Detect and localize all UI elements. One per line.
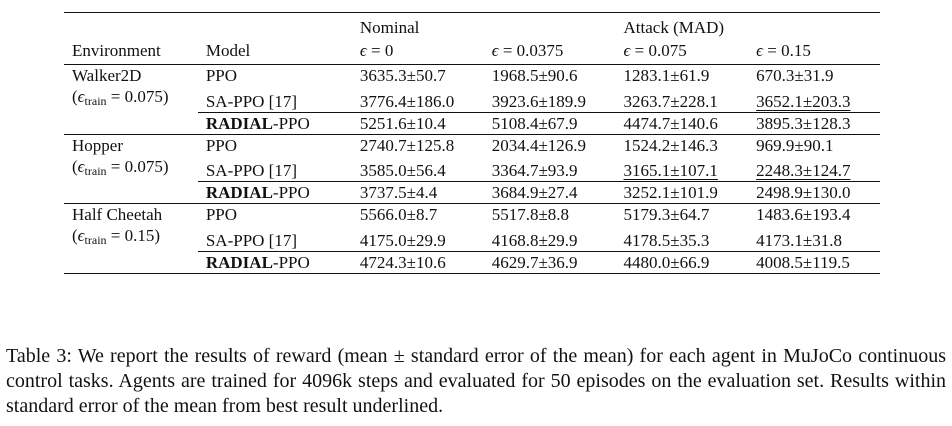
cell-value-best: 2498.9±130.0: [748, 181, 880, 204]
cell-value: 3923.6±189.9: [491, 91, 587, 111]
model-name-radial: RADIAL-PPO: [197, 181, 352, 204]
model-name: SA-PPO [17]: [205, 161, 297, 180]
cell-value: 3263.7±228.1: [623, 91, 718, 111]
table-row: (ϵtrain = 0.075) SA-PPO [17] 3776.4±186.…: [64, 86, 880, 112]
cell-value: 4175.0±29.9: [359, 230, 446, 250]
model-name: SA-PPO [17]: [205, 91, 297, 111]
results-table: Nominal Attack (MAD) Environment Model ϵ…: [64, 12, 880, 274]
env-eps-train: (ϵtrain = 0.15): [72, 226, 161, 247]
table-row: (ϵtrain = 0.15) SA-PPO [17] 4175.0±29.9 …: [64, 225, 880, 251]
cell-value-underlined: 2248.3±124.7: [756, 161, 851, 180]
header-row-1: Nominal Attack (MAD): [64, 12, 880, 38]
cell-value: 1968.5±90.6: [483, 64, 616, 86]
env-eps-train: (ϵtrain = 0.075): [72, 87, 169, 108]
cell-value: 4168.8±29.9: [491, 230, 578, 250]
model-name: PPO: [197, 133, 352, 156]
cell-value-best: 5251.6±10.4: [351, 111, 484, 134]
group-hopper: Hopper PPO 2740.7±125.8 2034.4±126.9 152…: [64, 133, 880, 204]
cell-value: 4480.0±66.9: [615, 250, 749, 274]
model-name: PPO: [197, 203, 352, 225]
cell-value-underlined: 3652.1±203.3: [756, 91, 851, 111]
group-half-cheetah: Half Cheetah PPO 5566.0±8.7 5517.8±8.8 5…: [64, 203, 880, 274]
cell-value: 3585.0±56.4: [359, 161, 446, 180]
header-row-2: Environment Model ϵ = 0 ϵ = 0.0375 ϵ = 0…: [64, 38, 880, 65]
table-row: Walker2D PPO 3635.3±50.7 1968.5±90.6 128…: [64, 64, 880, 86]
cell-value: 2034.4±126.9: [483, 133, 616, 156]
cell-value-best: 3895.3±128.3: [748, 111, 880, 134]
cell-value: 2740.7±125.8: [351, 133, 484, 156]
model-name-radial: RADIAL-PPO: [197, 250, 352, 274]
env-name: Hopper: [64, 133, 198, 156]
header-model: Model: [205, 41, 251, 60]
group-walker2d: Walker2D PPO 3635.3±50.7 1968.5±90.6 128…: [64, 64, 880, 134]
cell-value-best: 3737.5±4.4: [351, 181, 484, 204]
cell-value-best: 4474.7±140.6: [615, 111, 749, 134]
env-name: Half Cheetah: [64, 203, 198, 225]
table-row: Half Cheetah PPO 5566.0±8.7 5517.8±8.8 5…: [64, 203, 880, 225]
table-caption: Table 3: We report the results of reward…: [6, 345, 946, 417]
cell-value: 1524.2±146.3: [615, 133, 749, 156]
cell-value-best: 3684.9±27.4: [483, 181, 616, 204]
env-name: Walker2D: [64, 64, 198, 86]
cell-value: 969.9±90.1: [748, 133, 880, 156]
cell-value: 3776.4±186.0: [359, 91, 455, 111]
cell-value-underlined: 3165.1±107.1: [623, 161, 718, 180]
model-name-radial: RADIAL-PPO: [197, 111, 352, 134]
cell-value-best: 5108.4±67.9: [483, 111, 616, 134]
table-row-radial: RADIAL-PPO 4724.3±10.6 4629.7±36.9 4480.…: [64, 250, 880, 274]
header-environment: Environment: [72, 41, 161, 60]
table-row-radial: RADIAL-PPO 3737.5±4.4 3684.9±27.4 3252.1…: [64, 181, 880, 204]
cell-value: 4724.3±10.6: [351, 250, 484, 274]
model-name: SA-PPO [17]: [205, 230, 297, 250]
cell-value-best: 4173.1±31.8: [756, 230, 842, 250]
cell-value: 4178.5±35.3: [623, 230, 710, 250]
table-row: (ϵtrain = 0.075) SA-PPO [17] 3585.0±56.4…: [64, 156, 880, 182]
cell-value-best: 5566.0±8.7: [351, 203, 484, 225]
header-attack: Attack (MAD): [615, 12, 749, 38]
cell-value-best: 5179.3±64.7: [615, 203, 749, 225]
header-eps-2: ϵ = 0.075: [623, 41, 687, 60]
header-nominal: Nominal: [351, 12, 484, 38]
cell-value-best: 3252.1±101.9: [615, 181, 749, 204]
env-eps-train: (ϵtrain = 0.075): [72, 156, 169, 178]
header-eps-3: ϵ = 0.15: [756, 41, 811, 60]
cell-value: 670.3±31.9: [748, 64, 880, 86]
cell-value: 1483.6±193.4: [748, 203, 880, 225]
model-name: PPO: [197, 64, 352, 86]
table-row-radial: RADIAL-PPO 5251.6±10.4 5108.4±67.9 4474.…: [64, 111, 880, 134]
cell-value: 3364.7±93.9: [491, 161, 578, 180]
cell-value-best: 5517.8±8.8: [483, 203, 616, 225]
header-eps-1: ϵ = 0.0375: [491, 41, 564, 60]
cell-value: 1283.1±61.9: [615, 64, 749, 86]
header-eps-0: ϵ = 0: [359, 41, 394, 60]
table-row: Hopper PPO 2740.7±125.8 2034.4±126.9 152…: [64, 133, 880, 156]
cell-value: 4008.5±119.5: [748, 250, 880, 274]
cell-value: 3635.3±50.7: [351, 64, 484, 86]
cell-value: 4629.7±36.9: [483, 250, 616, 274]
